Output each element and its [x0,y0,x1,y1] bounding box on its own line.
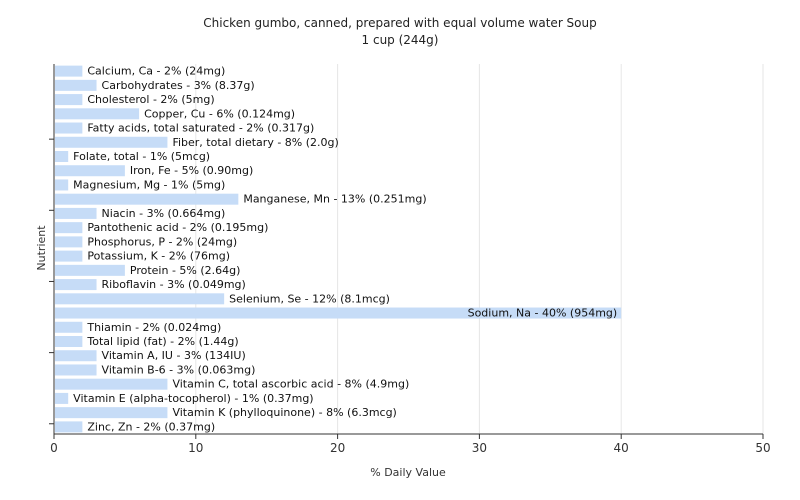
y-axis-label: Nutrient [35,225,48,271]
bar [55,364,97,376]
bar-label: Calcium, Ca - 2% (24mg) [87,65,225,78]
bar-label: Carbohydrates - 3% (8.37g) [102,79,255,92]
bar [55,165,125,177]
bar [55,336,83,347]
bar [55,122,83,134]
x-tick-label: 30 [472,441,487,455]
bar-label: Folate, total - 1% (5mcg) [73,150,210,163]
bar [55,307,622,319]
bar-label: Vitamin K (phylloquinone) - 8% (6.3mcg) [172,406,396,419]
bar [55,350,97,362]
bar [55,236,83,248]
x-tick-label: 0 [50,441,58,455]
bar-label: Riboflavin - 3% (0.049mg) [102,278,246,291]
bar-label: Copper, Cu - 6% (0.124mg) [144,107,295,120]
bar-label: Sodium, Na - 40% (954mg) [468,307,618,320]
bar-label: Fiber, total dietary - 8% (2.0g) [172,136,338,149]
bar-label: Vitamin E (alpha-tocopherol) - 1% (0.37m… [73,392,313,405]
bar [55,378,168,390]
bar [55,293,225,305]
bar [55,321,83,333]
bar-label: Vitamin B-6 - 3% (0.063mg) [102,363,256,376]
bar [55,136,168,148]
chart-title: Chicken gumbo, canned, prepared with equ… [203,16,597,30]
bar [55,264,125,276]
bar-label: Fatty acids, total saturated - 2% (0.317… [87,122,314,135]
bar [55,407,168,419]
bar [55,108,140,120]
bar-label: Potassium, K - 2% (76mg) [87,250,230,263]
bar-label: Phosphorus, P - 2% (24mg) [87,235,237,248]
bar-label: Total lipid (fat) - 2% (1.44g) [86,335,238,348]
bar-label: Thiamin - 2% (0.024mg) [86,321,221,334]
bar [55,79,97,91]
bar-label: Manganese, Mn - 13% (0.251mg) [243,193,426,206]
bar-label: Cholesterol - 2% (5mg) [87,93,214,106]
bar-label: Vitamin A, IU - 3% (134IU) [102,349,246,362]
bar-label: Protein - 5% (2.64g) [130,264,241,277]
bar [55,222,83,234]
bar-label: Iron, Fe - 5% (0.90mg) [130,164,253,177]
bar [55,279,97,291]
gridlines [195,64,764,434]
bar [55,65,83,77]
bar [55,179,69,191]
bar [55,207,97,219]
bar-label: Niacin - 3% (0.664mg) [102,207,226,220]
bar [55,392,69,404]
x-tick-label: 50 [755,441,770,455]
x-tick-labels: 0 10 20 30 40 50 [50,441,770,455]
bar-label: Magnesium, Mg - 1% (5mg) [73,178,225,191]
bar-label: Selenium, Se - 12% (8.1mcg) [229,292,390,305]
bar-label: Vitamin C, total ascorbic acid - 8% (4.9… [172,378,409,391]
x-tick-label: 20 [330,441,345,455]
bar-label: Zinc, Zn - 2% (0.37mg) [87,420,215,433]
x-tick-label: 40 [614,441,629,455]
bar [55,193,239,205]
axes [49,64,764,439]
bar-label: Pantothenic acid - 2% (0.195mg) [87,221,268,234]
x-axis-label: % Daily Value [370,466,446,479]
bar [55,421,83,433]
bar [55,151,69,162]
bar [55,94,83,106]
bars: Calcium, Ca - 2% (24mg)Carbohydrates - 3… [55,65,622,433]
bar [55,250,83,262]
chart-subtitle: 1 cup (244g) [362,33,439,47]
x-tick-label: 10 [188,441,203,455]
